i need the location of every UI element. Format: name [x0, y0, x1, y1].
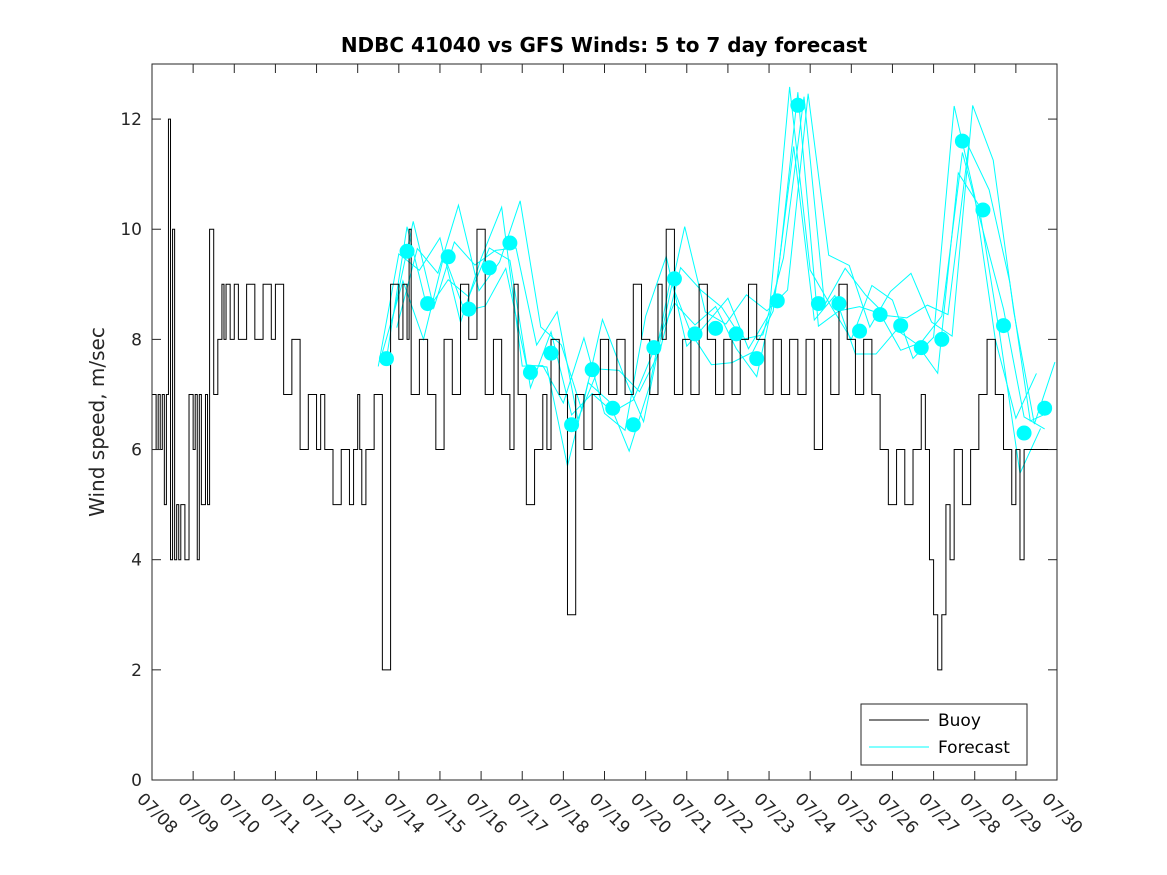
forecast-marker	[769, 293, 785, 309]
y-tick-label: 4	[131, 551, 142, 571]
forecast-marker	[522, 364, 538, 380]
forecast-marker	[728, 326, 744, 342]
y-axis-label: Wind speed, m/sec	[85, 327, 109, 517]
forecast-marker	[378, 351, 394, 367]
forecast-marker	[1016, 425, 1032, 441]
markers-group	[378, 97, 1053, 441]
forecast-marker	[461, 301, 477, 317]
forecast-marker	[852, 323, 868, 339]
forecast-marker	[584, 362, 600, 378]
forecast-marker	[420, 296, 436, 312]
forecast-marker	[646, 340, 662, 356]
buoy-line	[152, 118, 1057, 671]
y-tick-label: 10	[120, 220, 142, 240]
forecast-line	[392, 96, 1052, 422]
forecast-marker	[934, 331, 950, 347]
forecast-marker	[954, 133, 970, 149]
legend-entry-forecast: Forecast	[938, 738, 1010, 758]
plot-area	[152, 64, 1057, 780]
forecast-line	[381, 146, 1042, 476]
y-axis: 0 2 4 6 8 10 12	[120, 110, 1057, 791]
legend: Buoy Forecast	[860, 703, 1028, 766]
y-tick-label: 6	[131, 441, 142, 461]
forecast-marker	[790, 97, 806, 113]
forecast-marker	[687, 326, 703, 342]
forecast-marker	[975, 202, 991, 218]
forecast-marker	[996, 318, 1012, 334]
lines-group	[152, 86, 1057, 671]
forecast-marker	[666, 271, 682, 287]
y-tick-label: 12	[120, 110, 142, 130]
forecast-marker	[1037, 400, 1053, 416]
forecast-marker	[708, 320, 724, 336]
forecast-marker	[625, 417, 641, 433]
y-tick-label: 0	[131, 771, 142, 791]
forecast-marker	[440, 249, 456, 265]
forecast-marker	[481, 260, 497, 276]
forecast-marker	[831, 296, 847, 312]
forecast-marker	[893, 318, 909, 334]
y-tick-label: 8	[131, 330, 142, 350]
forecast-marker	[543, 345, 559, 361]
forecast-marker	[502, 235, 518, 251]
forecast-marker	[605, 400, 621, 416]
forecast-marker	[872, 307, 888, 323]
forecast-marker	[810, 296, 826, 312]
y-tick-label: 2	[131, 661, 142, 681]
forecast-marker	[749, 351, 765, 367]
forecast-marker	[399, 243, 415, 259]
legend-box	[860, 703, 1028, 766]
chart-title: NDBC 41040 vs GFS Winds: 5 to 7 day fore…	[341, 33, 868, 57]
forecast-marker	[913, 340, 929, 356]
legend-entry-buoy: Buoy	[938, 711, 981, 731]
forecast-marker	[564, 417, 580, 433]
